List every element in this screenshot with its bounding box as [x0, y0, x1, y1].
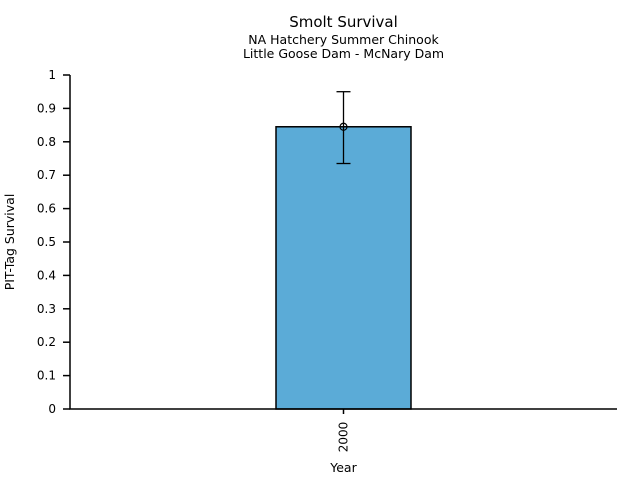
plot-area: 0 0.1 0.2 0.3 0.4 0.5 0.6 0.7 0.8 0.9 1 2000 [37, 68, 617, 452]
y-tick-label: 0.4 [37, 268, 56, 282]
chart-subtitle-line1: NA Hatchery Summer Chinook [248, 32, 439, 47]
y-tick-label: 0.9 [37, 101, 56, 115]
y-tick-label: 0.5 [37, 235, 56, 249]
y-tick-label: 1 [48, 68, 56, 82]
y-tick-label: 0.7 [37, 168, 56, 182]
data-point-marker [339, 122, 348, 131]
y-tick-label: 0.3 [37, 302, 56, 316]
y-tick-label: 0.1 [37, 369, 56, 383]
y-axis-title: PIT-Tag Survival [2, 194, 17, 291]
bar-2000 [275, 126, 412, 410]
y-tick-label: 0 [48, 402, 56, 416]
x-tick-label: 2000 [337, 422, 351, 453]
y-tick-label: 0.2 [37, 335, 56, 349]
chart-title: Smolt Survival [289, 13, 398, 31]
y-tick-label: 0.6 [37, 202, 56, 216]
x-axis-title: Year [329, 460, 357, 475]
chart-subtitle-line2: Little Goose Dam - McNary Dam [243, 46, 444, 61]
y-tick-label: 0.8 [37, 135, 56, 149]
